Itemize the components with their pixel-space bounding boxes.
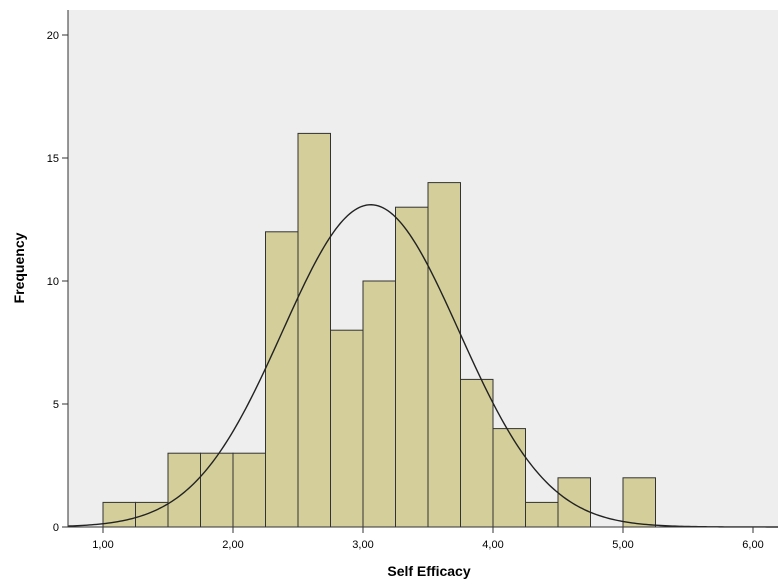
bars-group [102, 132, 656, 528]
x-tick-label: 5,00 [612, 539, 633, 551]
histogram-bar [492, 428, 526, 528]
x-tick-label: 3,00 [352, 539, 373, 551]
x-tick-label: 6,00 [742, 539, 763, 551]
y-axis-title: Frequency [11, 232, 27, 303]
y-tick-label: 15 [47, 153, 59, 165]
histogram-bar [167, 452, 201, 528]
x-axis-title: Self Efficacy [387, 563, 470, 579]
histogram-bar [460, 378, 494, 528]
histogram-bar [330, 329, 364, 528]
histogram-bar [297, 132, 331, 528]
histogram-bar [622, 477, 656, 528]
histogram-bar [265, 231, 299, 528]
histogram-bar [232, 452, 266, 528]
normal-curve [67, 204, 778, 528]
x-tick-label: 1,00 [92, 539, 113, 551]
histogram-bar [200, 452, 234, 528]
histogram-bar [395, 206, 429, 528]
x-tick-label: 4,00 [482, 539, 503, 551]
histogram-bar [557, 477, 591, 528]
x-axis-ticks: 1,00 2,00 3,00 4,00 5,00 6,00 [92, 527, 764, 551]
y-tick-label: 0 [53, 522, 59, 534]
x-tick-label: 2,00 [222, 539, 243, 551]
y-tick-label: 5 [53, 399, 59, 411]
y-axis-ticks: 0 5 10 15 20 [47, 30, 68, 534]
histogram-bar [427, 182, 461, 528]
histogram-bar [362, 280, 396, 528]
histogram-bar [525, 501, 559, 528]
y-tick-label: 20 [47, 30, 59, 42]
y-tick-label: 10 [47, 276, 59, 288]
